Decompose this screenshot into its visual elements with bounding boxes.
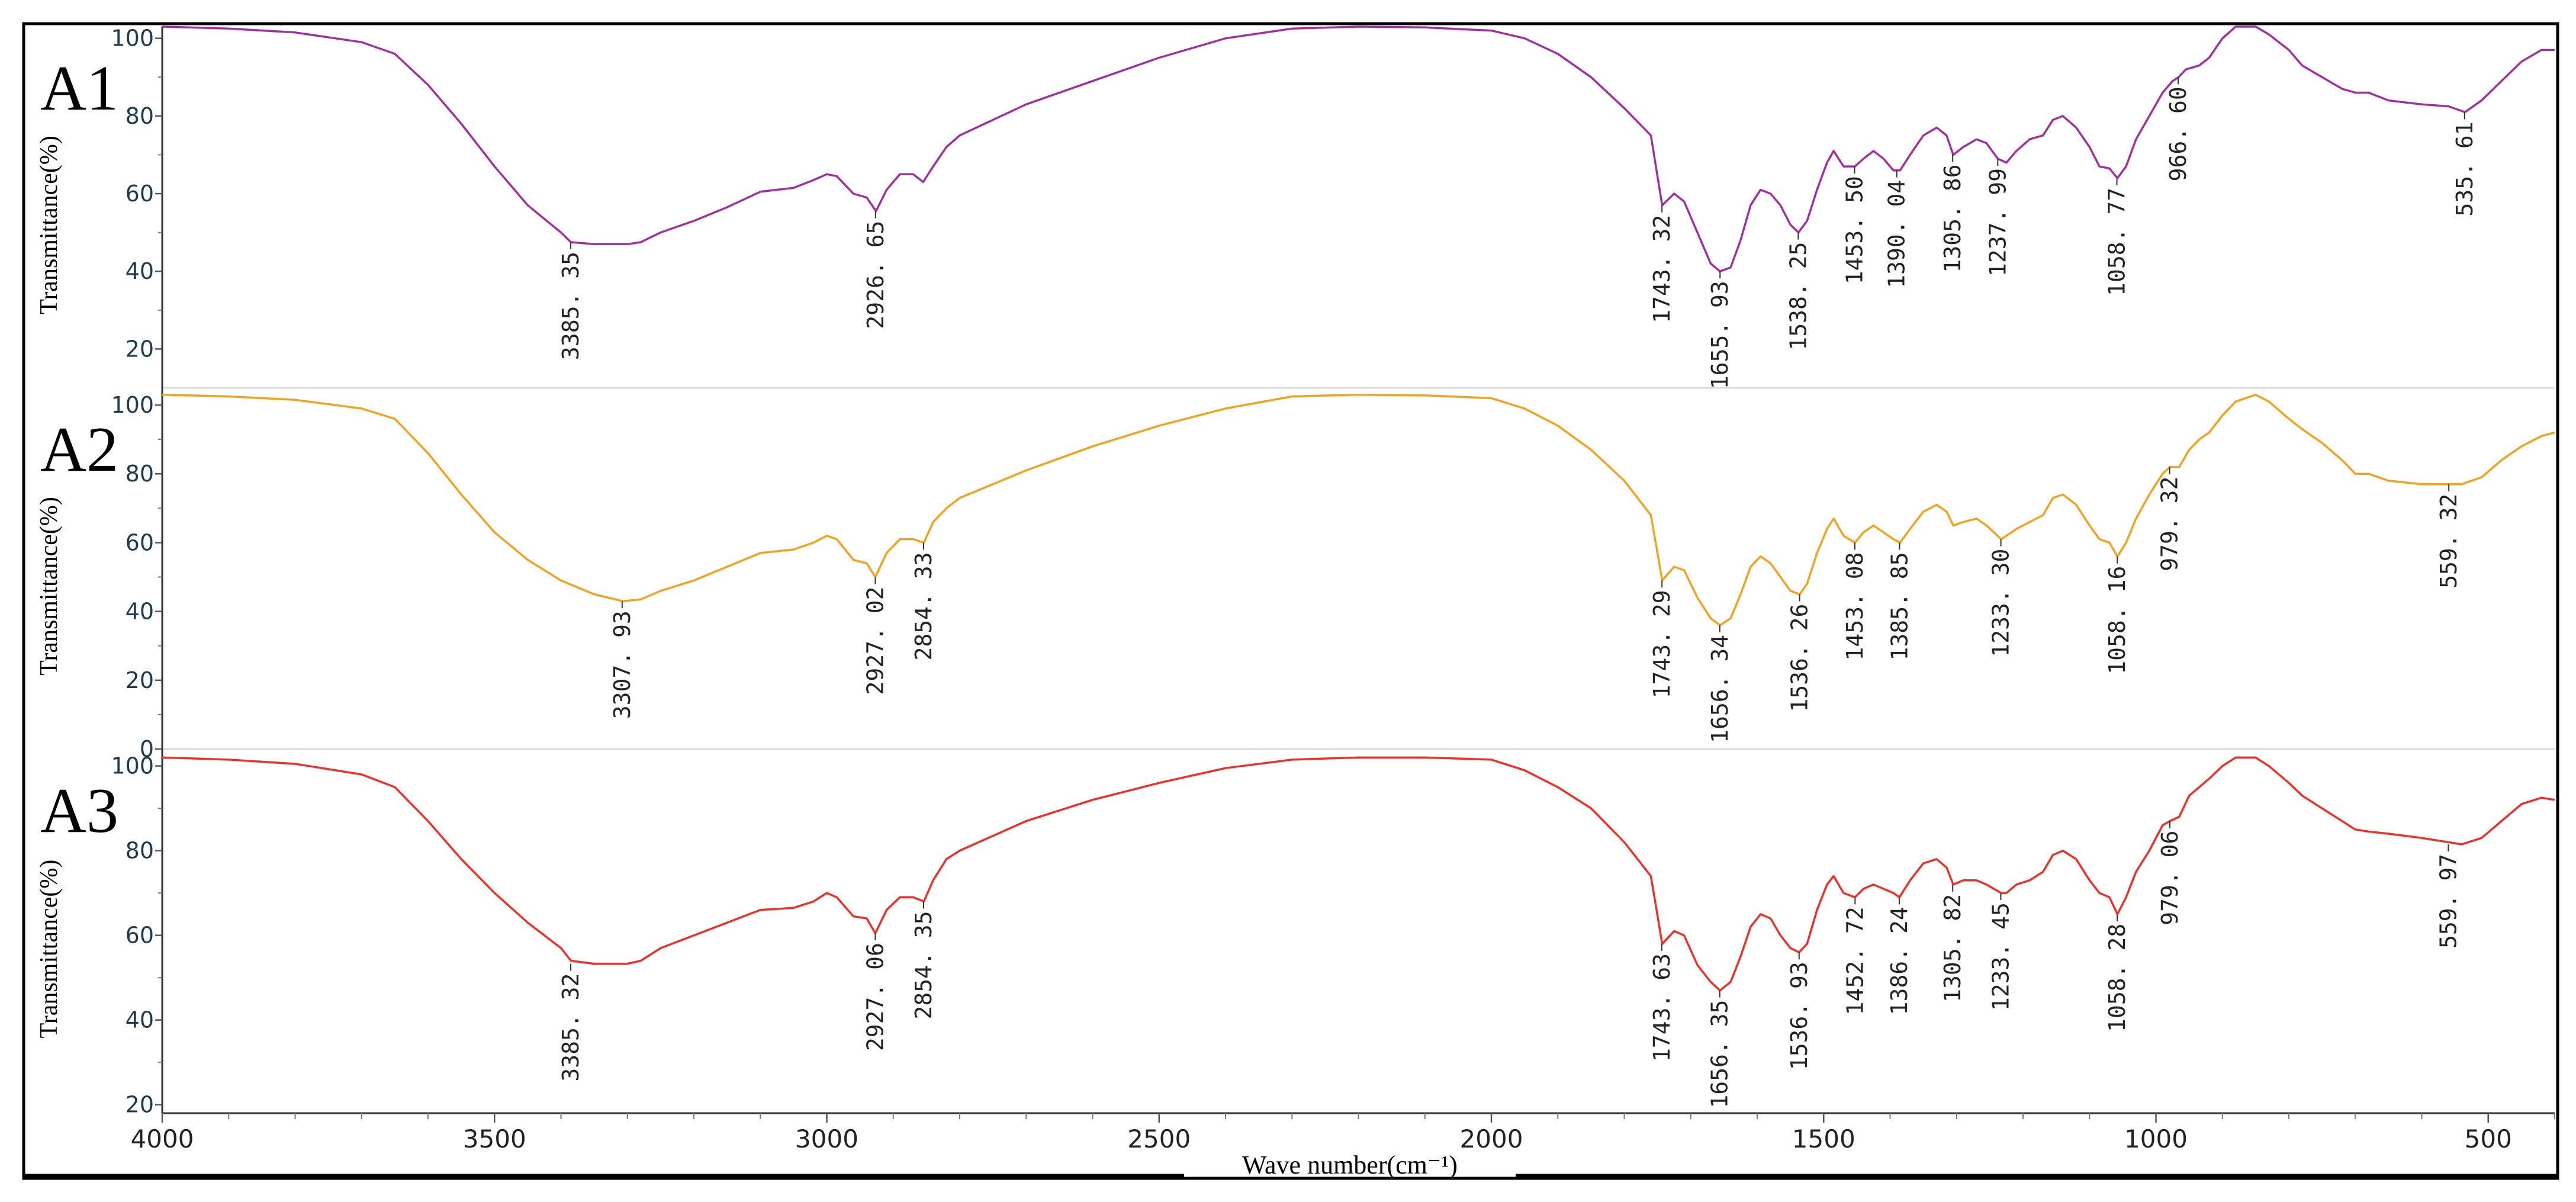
- peak-annotation: 1743. 32: [1649, 215, 1675, 323]
- peak-annotation: 979. 32: [2157, 477, 2183, 571]
- panel-a2: 0 20 40 60 80 100 Transmittance(%) A2 3307. 93 29…: [36, 392, 2555, 762]
- peak-annotation: 1453. 50: [1841, 176, 1867, 284]
- spectrum-line-a2: [162, 393, 2555, 626]
- panel-a1: 20 40 60 80 100 Transmittance(%) A1 3385. 35 292…: [36, 25, 2555, 389]
- peak-annotation: 1390. 04: [1884, 180, 1910, 288]
- peak-annotation: 1743. 29: [1649, 590, 1675, 698]
- panel-a3: 20 40 60 80 100 Transmittance(%) A3 3385. 32 292…: [36, 753, 2555, 1118]
- spectrum-line-a1: [162, 25, 2555, 272]
- y-tick-label: 80: [126, 103, 154, 129]
- peak-annotation: 1233. 45: [1988, 902, 2014, 1011]
- peak-annotation: 559. 97: [2435, 854, 2461, 949]
- x-tick-label: 500: [2465, 1124, 2512, 1153]
- peak-annotation: 1743. 63: [1649, 953, 1675, 1062]
- peak-annotation: 1305. 82: [1940, 894, 1966, 1002]
- peak-annotation: 3385. 35: [558, 252, 584, 360]
- peak-annotation: 1386. 24: [1886, 907, 1912, 1015]
- y-tick-label: 40: [126, 1007, 154, 1033]
- peak-annotation: 1305. 86: [1940, 164, 1966, 272]
- y-tick-label: 100: [111, 25, 154, 52]
- peak-annotation: 966. 60: [2165, 86, 2191, 181]
- y-axis-label: Transmittance(%): [36, 497, 63, 676]
- y-axis-label: Transmittance(%): [36, 860, 63, 1039]
- y-tick-label: 20: [126, 667, 154, 693]
- x-tick-label: 4000: [131, 1124, 194, 1153]
- x-tick-label: 2000: [1460, 1124, 1523, 1153]
- peak-annotation: 1453. 08: [1842, 552, 1868, 660]
- y-tick-label: 80: [126, 461, 154, 487]
- peak-annotation: 1538. 25: [1785, 242, 1811, 351]
- y-tick-label: 0: [140, 736, 154, 762]
- peak-annotation: 1536. 26: [1787, 604, 1813, 712]
- peak-annotation: 1058. 28: [2104, 924, 2130, 1032]
- y-tick-label: 100: [111, 753, 154, 779]
- x-tick-label: 3000: [795, 1124, 858, 1153]
- y-tick-label: 60: [126, 181, 154, 207]
- y-tick-label: 80: [126, 838, 154, 864]
- panel-label: A2: [40, 414, 118, 485]
- peak-annotation: 3307. 93: [609, 610, 635, 719]
- y-tick-label: 40: [126, 599, 154, 625]
- peak-annotation: 2927. 02: [862, 587, 888, 695]
- peak-annotation: 559. 32: [2436, 494, 2462, 589]
- peak-annotation: 2854. 35: [911, 911, 937, 1019]
- peak-annotation: 1656. 35: [1707, 1000, 1733, 1108]
- peak-annotation: 1058. 16: [2104, 566, 2130, 674]
- panel-label: A1: [40, 53, 118, 124]
- y-tick-label: 40: [126, 258, 154, 284]
- y-tick-label: 60: [126, 529, 154, 555]
- x-axis-label: Wave number(cm⁻¹): [1242, 1150, 1458, 1179]
- x-tick-label: 1000: [2124, 1124, 2188, 1153]
- peak-annotation: 2927. 06: [862, 943, 888, 1051]
- peak-annotation: 1452. 72: [1842, 907, 1868, 1015]
- peak-annotation: 1058. 77: [2104, 188, 2130, 296]
- peak-annotation: 2926. 65: [863, 221, 889, 329]
- peak-annotation: 979. 06: [2157, 831, 2183, 925]
- peak-annotation: 1237. 99: [1985, 168, 2011, 277]
- peak-annotation: 1656. 34: [1707, 635, 1733, 743]
- x-tick-label: 3500: [463, 1124, 526, 1153]
- y-tick-label: 20: [126, 336, 154, 362]
- x-axis: 4000 3500 3000 2500 2000 1500 1000 500: [131, 1113, 2555, 1153]
- peak-annotation: 3385. 32: [558, 973, 584, 1082]
- peak-annotation: 1385. 85: [1886, 552, 1912, 660]
- y-tick-label: 100: [111, 392, 154, 418]
- spectrum-line-a3: [162, 756, 2555, 992]
- y-tick-label: 20: [126, 1092, 154, 1118]
- plot-layer: 20 40 60 80 100 Transmittance(%) A1 3385. 35 292…: [36, 25, 2555, 1118]
- y-tick-label: 60: [126, 923, 154, 949]
- peak-annotation: 535. 61: [2452, 121, 2478, 216]
- peak-annotation: 2854. 33: [911, 552, 937, 660]
- peak-annotation: 1536. 93: [1786, 962, 1812, 1070]
- y-axis-label: Transmittance(%): [36, 136, 63, 314]
- x-tick-label: 2500: [1127, 1124, 1191, 1153]
- peak-annotation: 1655. 93: [1707, 281, 1733, 389]
- x-tick-label: 1500: [1792, 1124, 1855, 1153]
- peak-annotation: 1233. 30: [1988, 549, 2014, 657]
- figure-frame: [22, 22, 2559, 1180]
- panel-label: A3: [40, 776, 118, 846]
